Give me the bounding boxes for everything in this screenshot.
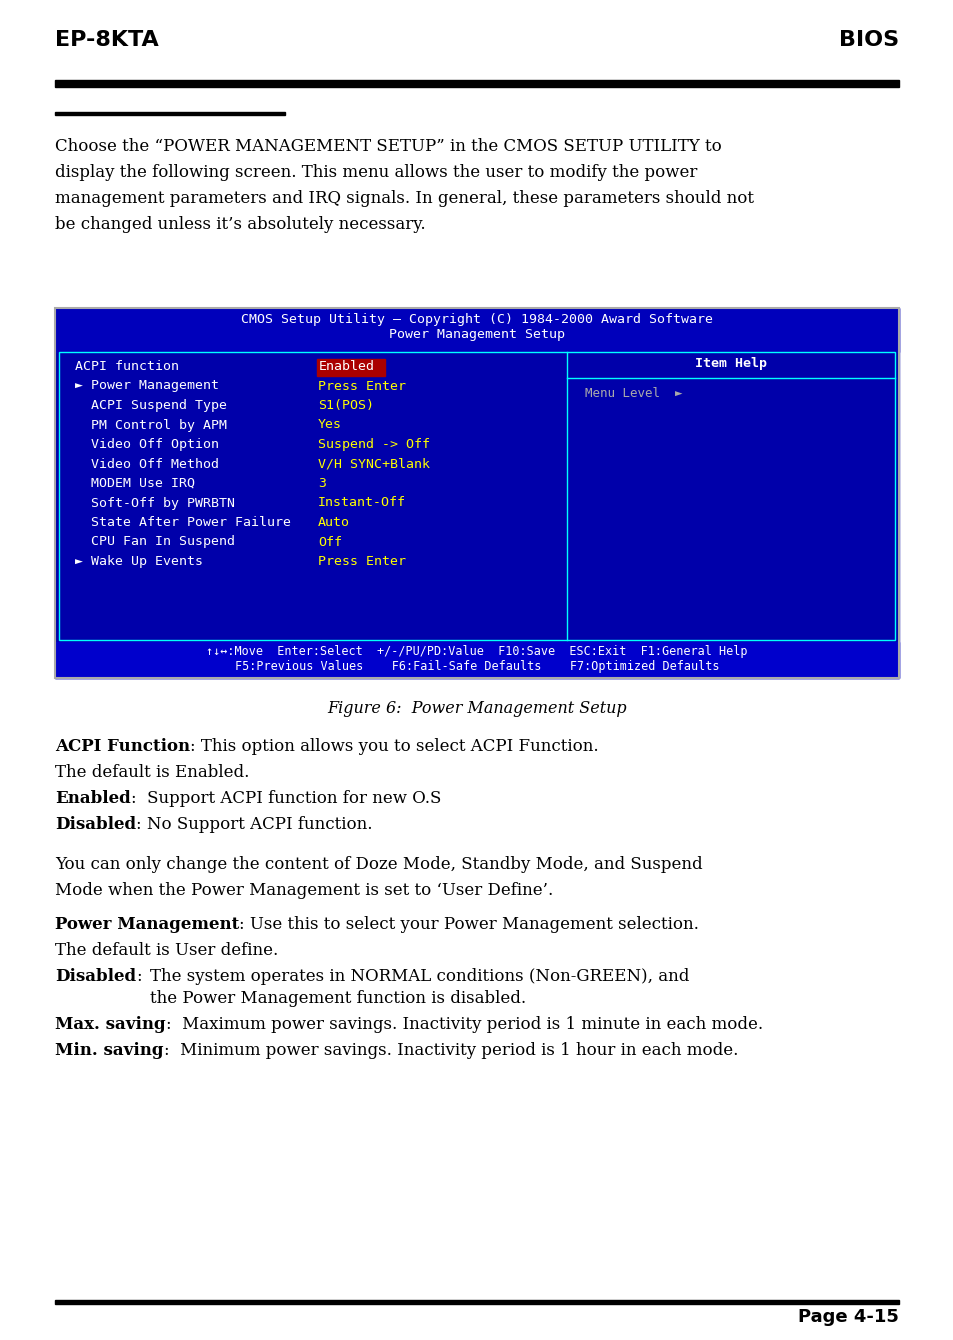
Text: 3: 3 <box>317 477 326 490</box>
Text: display the following screen. This menu allows the user to modify the power: display the following screen. This menu … <box>55 163 697 181</box>
Text: CPU Fan In Suspend: CPU Fan In Suspend <box>75 536 234 548</box>
Bar <box>59 352 894 641</box>
Text: Mode when the Power Management is set to ‘User Define’.: Mode when the Power Management is set to… <box>55 882 553 899</box>
Text: Disabled: Disabled <box>55 967 136 985</box>
Text: BIOS: BIOS <box>838 29 898 50</box>
Text: Menu Level  ►: Menu Level ► <box>584 387 681 401</box>
Text: CMOS Setup Utility – Copyright (C) 1984-2000 Award Software: CMOS Setup Utility – Copyright (C) 1984-… <box>241 314 712 326</box>
Bar <box>55 80 898 87</box>
Text: :  Support ACPI function for new O.S: : Support ACPI function for new O.S <box>131 791 440 807</box>
Text: Power Management Setup: Power Management Setup <box>389 328 564 340</box>
Text: F5:Previous Values    F6:Fail-Safe Defaults    F7:Optimized Defaults: F5:Previous Values F6:Fail-Safe Defaults… <box>234 661 719 673</box>
Text: Yes: Yes <box>317 418 341 431</box>
Text: be changed unless it’s absolutely necessary.: be changed unless it’s absolutely necess… <box>55 216 425 233</box>
Bar <box>55 308 898 678</box>
Text: :  Minimum power savings. Inactivity period is 1 hour in each mode.: : Minimum power savings. Inactivity peri… <box>163 1043 737 1059</box>
Text: : Use this to select your Power Management selection.: : Use this to select your Power Manageme… <box>239 917 699 933</box>
Bar <box>55 308 898 352</box>
Text: The default is User define.: The default is User define. <box>55 942 278 959</box>
Bar <box>316 359 385 377</box>
Text: PM Control by APM: PM Control by APM <box>75 418 227 431</box>
Text: Min. saving: Min. saving <box>55 1043 163 1059</box>
Text: Video Off Option: Video Off Option <box>75 438 219 452</box>
Text: the Power Management function is disabled.: the Power Management function is disable… <box>150 990 525 1006</box>
Text: management parameters and IRQ signals. In general, these parameters should not: management parameters and IRQ signals. I… <box>55 190 753 206</box>
Bar <box>55 113 285 114</box>
Text: The default is Enabled.: The default is Enabled. <box>55 764 249 781</box>
Text: Disabled: Disabled <box>55 816 136 833</box>
Text: Press Enter: Press Enter <box>317 379 406 393</box>
Text: ACPI Suspend Type: ACPI Suspend Type <box>75 399 227 411</box>
Bar <box>55 1300 898 1304</box>
Text: EP-8KTA: EP-8KTA <box>55 29 158 50</box>
Text: Page 4-15: Page 4-15 <box>798 1308 898 1327</box>
Text: Enabled: Enabled <box>318 360 375 373</box>
Text: S1(POS): S1(POS) <box>317 399 374 411</box>
Bar <box>55 642 898 678</box>
Text: Press Enter: Press Enter <box>317 555 406 568</box>
Text: ► Power Management: ► Power Management <box>75 379 219 393</box>
Text: ACPI function: ACPI function <box>75 360 179 373</box>
Text: Video Off Method: Video Off Method <box>75 457 219 470</box>
Text: : No Support ACPI function.: : No Support ACPI function. <box>136 816 373 833</box>
Text: Item Help: Item Help <box>695 356 766 370</box>
Text: ACPI Function: ACPI Function <box>55 738 190 754</box>
Text: Enabled: Enabled <box>55 791 131 807</box>
Text: V/H SYNC+Blank: V/H SYNC+Blank <box>317 457 430 470</box>
Text: Figure 6:  Power Management Setup: Figure 6: Power Management Setup <box>327 699 626 717</box>
Text: Choose the “POWER MANAGEMENT SETUP” in the CMOS SETUP UTILITY to: Choose the “POWER MANAGEMENT SETUP” in t… <box>55 138 721 155</box>
Bar <box>55 308 898 678</box>
Text: Instant-Off: Instant-Off <box>317 497 406 509</box>
Text: The system operates in NORMAL conditions (Non-GREEN), and: The system operates in NORMAL conditions… <box>150 967 689 985</box>
Text: :: : <box>136 967 142 985</box>
Text: MODEM Use IRQ: MODEM Use IRQ <box>75 477 194 490</box>
Text: : This option allows you to select ACPI Function.: : This option allows you to select ACPI … <box>190 738 598 754</box>
Text: ► Wake Up Events: ► Wake Up Events <box>75 555 203 568</box>
Text: ↑↓↔:Move  Enter:Select  +/-/PU/PD:Value  F10:Save  ESC:Exit  F1:General Help: ↑↓↔:Move Enter:Select +/-/PU/PD:Value F1… <box>206 645 747 658</box>
Text: You can only change the content of Doze Mode, Standby Mode, and Suspend: You can only change the content of Doze … <box>55 856 702 872</box>
Text: Max. saving: Max. saving <box>55 1016 166 1033</box>
Text: Power Management: Power Management <box>55 917 239 933</box>
Text: Soft-Off by PWRBTN: Soft-Off by PWRBTN <box>75 497 234 509</box>
Text: State After Power Failure: State After Power Failure <box>75 516 291 529</box>
Text: :  Maximum power savings. Inactivity period is 1 minute in each mode.: : Maximum power savings. Inactivity peri… <box>166 1016 762 1033</box>
Text: Off: Off <box>317 536 341 548</box>
Text: Suspend -> Off: Suspend -> Off <box>317 438 430 452</box>
Text: Auto: Auto <box>317 516 350 529</box>
